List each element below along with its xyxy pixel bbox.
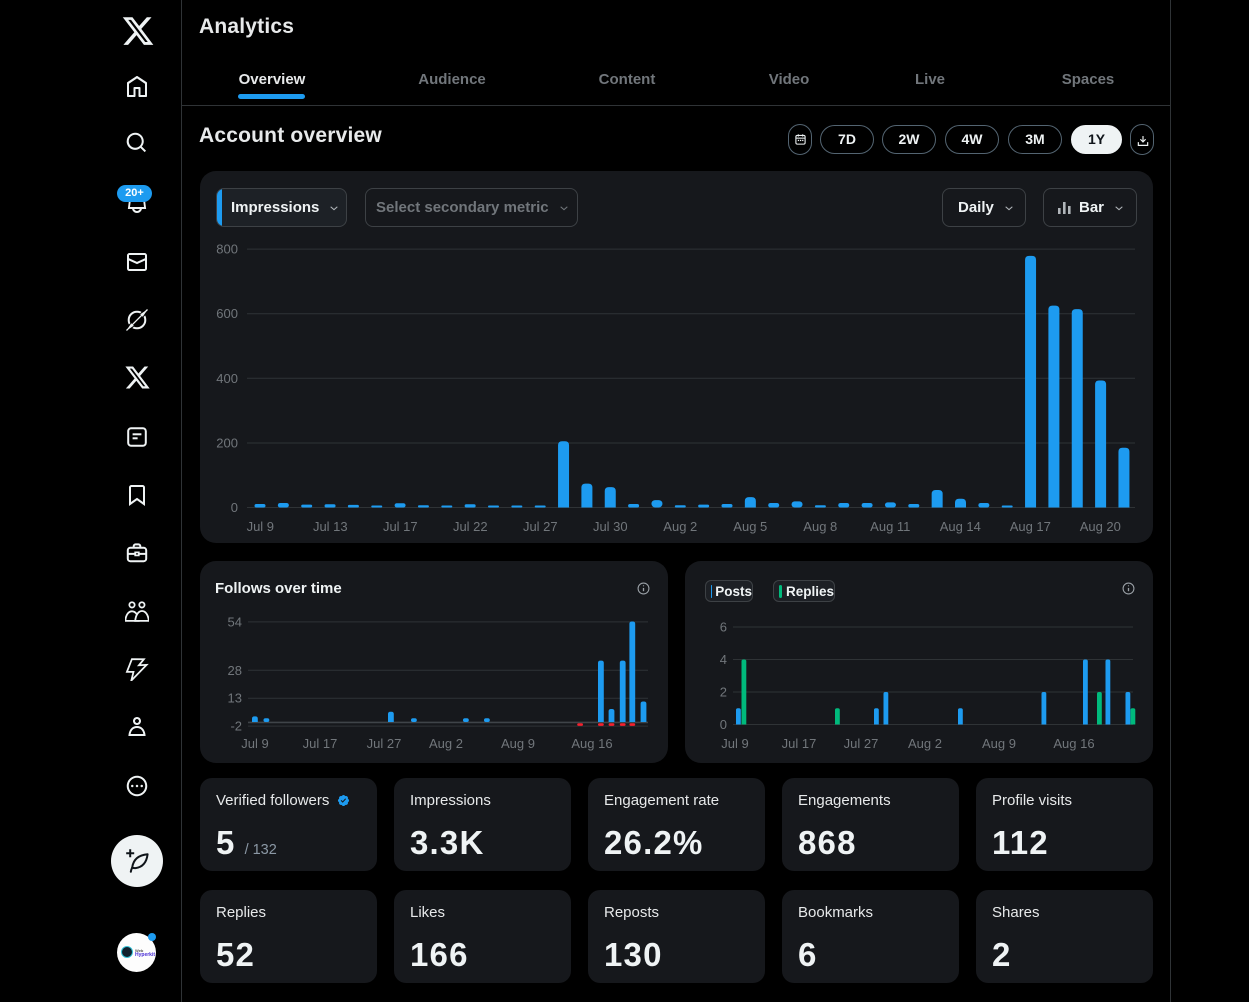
svg-text:Aug 8: Aug 8 [803, 519, 837, 534]
svg-text:2: 2 [720, 685, 727, 700]
svg-text:Aug 2: Aug 2 [429, 736, 463, 751]
svg-text:Jul 9: Jul 9 [241, 736, 268, 751]
svg-text:0: 0 [720, 717, 727, 732]
svg-text:Aug 9: Aug 9 [501, 736, 535, 751]
svg-text:Jul 13: Jul 13 [313, 519, 348, 534]
svg-text:400: 400 [216, 371, 238, 386]
svg-text:Aug 2: Aug 2 [908, 736, 942, 751]
svg-text:Jul 30: Jul 30 [593, 519, 628, 534]
svg-text:Aug 5: Aug 5 [733, 519, 767, 534]
svg-text:6: 6 [720, 620, 727, 635]
svg-text:4: 4 [720, 652, 727, 667]
svg-text:Jul 27: Jul 27 [844, 736, 879, 751]
svg-text:Jul 17: Jul 17 [383, 519, 418, 534]
svg-text:Jul 9: Jul 9 [247, 519, 274, 534]
svg-text:Aug 9: Aug 9 [982, 736, 1016, 751]
svg-text:54: 54 [228, 614, 242, 629]
svg-text:-2: -2 [230, 719, 242, 734]
svg-text:Aug 2: Aug 2 [663, 519, 697, 534]
svg-text:Aug 17: Aug 17 [1010, 519, 1051, 534]
svg-text:Jul 17: Jul 17 [782, 736, 817, 751]
svg-text:200: 200 [216, 436, 238, 451]
svg-text:28: 28 [228, 663, 242, 678]
svg-text:800: 800 [216, 242, 238, 257]
svg-text:0: 0 [231, 500, 238, 515]
svg-text:Aug 16: Aug 16 [1053, 736, 1094, 751]
svg-text:Jul 17: Jul 17 [303, 736, 338, 751]
svg-text:Aug 20: Aug 20 [1080, 519, 1121, 534]
svg-text:Jul 22: Jul 22 [453, 519, 488, 534]
svg-text:600: 600 [216, 306, 238, 321]
svg-text:Jul 27: Jul 27 [367, 736, 402, 751]
svg-text:Aug 14: Aug 14 [940, 519, 981, 534]
svg-text:Jul 9: Jul 9 [721, 736, 748, 751]
svg-text:13: 13 [228, 691, 242, 706]
svg-text:Jul 27: Jul 27 [523, 519, 558, 534]
svg-text:Aug 11: Aug 11 [870, 519, 910, 534]
svg-text:Aug 16: Aug 16 [571, 736, 612, 751]
